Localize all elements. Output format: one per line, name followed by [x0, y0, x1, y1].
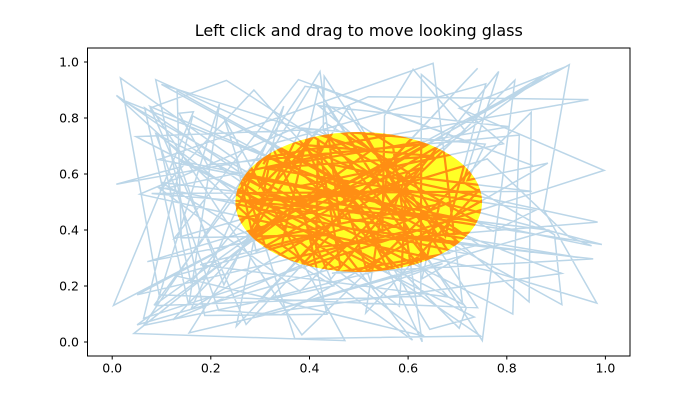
x-axis-ticks: [111, 356, 606, 360]
magnified-scribble-line: [235, 132, 483, 272]
x-tick-label: 0.6: [398, 361, 418, 376]
x-tick-label: 0.8: [497, 361, 517, 376]
x-tick-label: 0.0: [102, 361, 122, 376]
y-tick-label: 1.0: [59, 54, 79, 69]
y-tick-label: 0.6: [59, 166, 79, 181]
x-tick-label: 0.4: [300, 361, 320, 376]
plot-title: Left click and drag to move looking glas…: [195, 21, 523, 40]
y-tick-label: 0.4: [59, 222, 79, 237]
y-tick-label: 0.2: [59, 278, 79, 293]
x-tick-label: 1.0: [595, 361, 615, 376]
y-axis-tick-labels: 0.0 0.2 0.4 0.6 0.8 1.0: [59, 54, 79, 349]
x-axis-tick-labels: 0.0 0.2 0.4 0.6 0.8 1.0: [102, 361, 615, 376]
axes-frame: [87, 47, 631, 357]
y-axis-ticks: [84, 61, 88, 343]
y-tick-label: 0.0: [59, 334, 79, 349]
x-tick-label: 0.2: [201, 361, 221, 376]
y-tick-label: 0.8: [59, 110, 79, 125]
